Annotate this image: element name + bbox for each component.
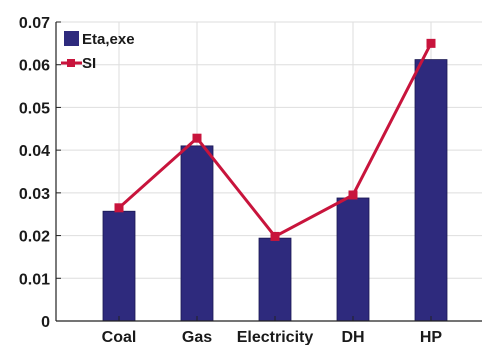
y-tick-label: 0.03 bbox=[19, 186, 50, 203]
bars bbox=[102, 59, 448, 322]
si-marker-hp bbox=[426, 38, 436, 48]
y-tick-label: 0.05 bbox=[19, 100, 50, 117]
si-line bbox=[114, 38, 436, 241]
legend-label-si: SI bbox=[82, 55, 96, 72]
bar-coal bbox=[102, 210, 136, 322]
y-tick-label: 0 bbox=[41, 314, 50, 331]
legend-swatch-marker bbox=[67, 59, 75, 67]
si-marker-dh bbox=[348, 190, 358, 200]
si-marker-electricity bbox=[270, 231, 280, 241]
legend: Eta,exe SI bbox=[61, 31, 135, 72]
x-tick-label-coal: Coal bbox=[102, 329, 137, 345]
si-marker-coal bbox=[114, 203, 124, 213]
bar-gas bbox=[180, 145, 214, 322]
legend-swatch-bar bbox=[64, 31, 79, 46]
axes: 0 0.01 0.02 0.03 0.04 0.05 0.06 0.07 Coal Gas Elec… bbox=[19, 15, 482, 346]
legend-label-eta: Eta,exe bbox=[82, 31, 135, 48]
y-tick-label: 0.04 bbox=[19, 143, 50, 160]
bar-electricity bbox=[258, 237, 292, 322]
si-marker-gas bbox=[192, 133, 202, 143]
x-tick-label-hp: HP bbox=[420, 329, 443, 345]
bar-dh bbox=[336, 197, 370, 322]
x-tick-label-gas: Gas bbox=[182, 329, 212, 345]
x-tick-label-electricity: Electricity bbox=[237, 329, 314, 345]
y-tick-label: 0.02 bbox=[19, 229, 50, 246]
bar-hp bbox=[414, 59, 448, 322]
y-tick-label: 0.01 bbox=[19, 271, 50, 288]
x-tick-label-dh: DH bbox=[341, 329, 364, 345]
y-tick-label: 0.07 bbox=[19, 15, 50, 32]
y-tick-label: 0.06 bbox=[19, 58, 50, 75]
